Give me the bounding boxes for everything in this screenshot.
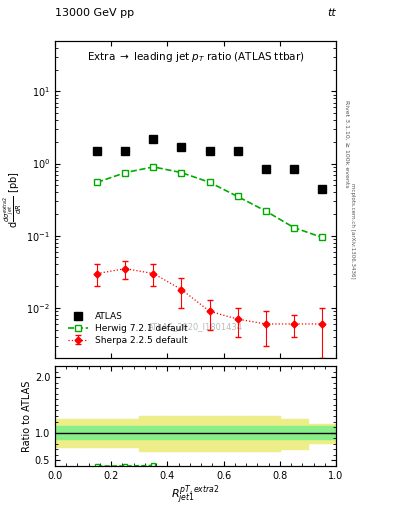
ATLAS	[235, 148, 240, 154]
Text: ATLAS_2020_I1801434: ATLAS_2020_I1801434	[148, 322, 243, 331]
Herwig 7.2.1 default	[123, 169, 128, 176]
Text: 13000 GeV pp: 13000 GeV pp	[55, 8, 134, 18]
Text: Extra $\rightarrow$ leading jet $p_T$ ratio (ATLAS ttbar): Extra $\rightarrow$ leading jet $p_T$ ra…	[87, 51, 304, 65]
Herwig 7.2.1 default	[207, 179, 212, 185]
ATLAS	[320, 185, 324, 191]
Line: Herwig 7.2.1 default: Herwig 7.2.1 default	[94, 163, 325, 241]
Herwig 7.2.1 default	[235, 194, 240, 200]
Herwig 7.2.1 default	[151, 164, 156, 170]
ATLAS	[95, 148, 99, 154]
Herwig 7.2.1 default	[95, 179, 99, 185]
ATLAS	[151, 136, 156, 142]
ATLAS	[263, 165, 268, 172]
Legend: ATLAS, Herwig 7.2.1 default, Sherpa 2.2.5 default: ATLAS, Herwig 7.2.1 default, Sherpa 2.2.…	[65, 310, 190, 348]
ATLAS	[207, 148, 212, 154]
Y-axis label: Ratio to ATLAS: Ratio to ATLAS	[22, 380, 32, 452]
Herwig 7.2.1 default	[179, 169, 184, 176]
Herwig 7.2.1 default	[263, 208, 268, 214]
Text: Rivet 3.1.10, ≥ 100k events: Rivet 3.1.10, ≥ 100k events	[344, 99, 349, 187]
Line: ATLAS: ATLAS	[94, 135, 326, 193]
X-axis label: $R_{jet1}^{pT,extra2}$: $R_{jet1}^{pT,extra2}$	[171, 483, 220, 507]
ATLAS	[123, 148, 128, 154]
Herwig 7.2.1 default	[320, 234, 324, 241]
Herwig 7.2.1 default	[292, 224, 296, 230]
Y-axis label: d$\frac{d\sigma_{jet}^{extra2}}{dR}$ [pb]: d$\frac{d\sigma_{jet}^{extra2}}{dR}$ [pb…	[1, 172, 24, 228]
Text: mcplots.cern.ch [arXiv:1306.3436]: mcplots.cern.ch [arXiv:1306.3436]	[350, 183, 355, 278]
ATLAS	[179, 144, 184, 150]
Text: tt: tt	[327, 8, 336, 18]
ATLAS	[292, 165, 296, 172]
